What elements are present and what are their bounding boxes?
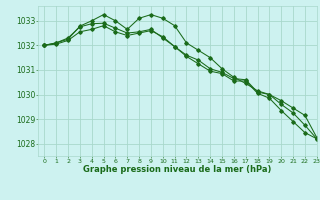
X-axis label: Graphe pression niveau de la mer (hPa): Graphe pression niveau de la mer (hPa) [84,165,272,174]
